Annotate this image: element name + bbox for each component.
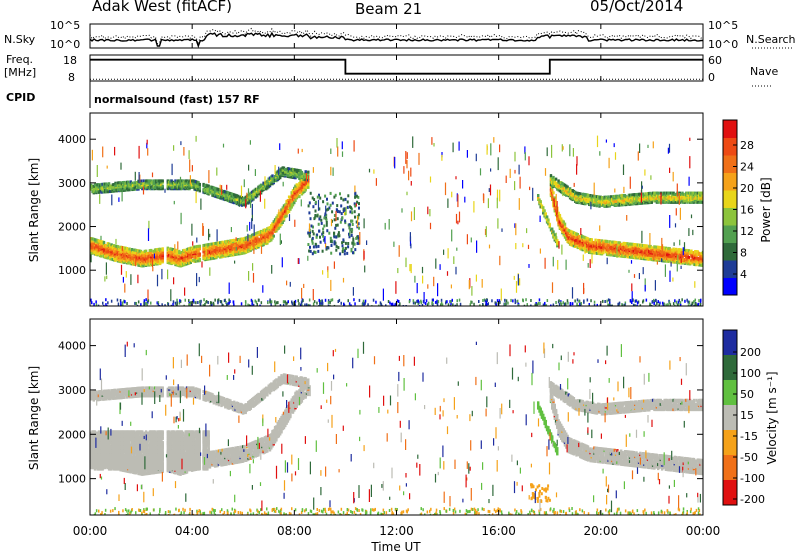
power-colorbar-swatch xyxy=(723,172,737,191)
velocity-ylabel: Slant Range [km] xyxy=(27,366,41,470)
ytick-label: 4000 xyxy=(58,340,86,353)
freq-unit-label: [MHz] xyxy=(4,66,37,79)
cpid-label: CPID xyxy=(6,91,36,104)
freq-tick-bottom: 8 xyxy=(68,71,75,84)
velocity-colorbar-swatch xyxy=(723,480,737,506)
velocity-colorbar-swatch xyxy=(723,430,737,456)
power-colorbar-swatch xyxy=(723,207,737,226)
power-colorbar-tick: 12 xyxy=(740,225,754,238)
velocity-colorbar-tick: 50 xyxy=(740,388,754,401)
power-colorbar-swatch xyxy=(723,260,737,278)
xaxis-label: Time UT xyxy=(370,540,421,554)
velocity-panel-frame xyxy=(89,318,704,516)
noise-left-tick-top: 10^5 xyxy=(50,19,81,32)
nave-label: Nave xyxy=(750,65,779,78)
xtick-label: 12:00 xyxy=(379,524,414,538)
power-colorbar-swatch xyxy=(723,137,737,156)
power-colorbar-label: Power [dB] xyxy=(759,177,773,242)
power-panel-frame xyxy=(89,112,704,307)
power-colorbar-tick: 28 xyxy=(740,139,754,152)
ytick-label: 3000 xyxy=(58,177,86,190)
station-title: Adak West (fitACF) xyxy=(92,0,232,15)
noise-left-tick-bottom: 10^0 xyxy=(50,38,81,51)
xtick-label: 04:00 xyxy=(175,524,210,538)
velocity-colorbar-label: Velocity [m s⁻¹] xyxy=(765,371,779,464)
velocity-colorbar-swatch xyxy=(723,405,737,431)
xtick-label: 16:00 xyxy=(481,524,516,538)
xtick-label: 00:00 xyxy=(73,524,108,538)
velocity-colorbar-tick: -100 xyxy=(740,472,765,485)
xtick-label: 00:00 xyxy=(686,524,721,538)
ytick-label: 1000 xyxy=(58,264,86,277)
power-colorbar: 28 24 20 16 12 8 4 xyxy=(722,119,754,296)
noise-sky-label: N.Sky xyxy=(4,33,36,46)
power-speckle xyxy=(90,135,703,304)
power-colorbar-swatch xyxy=(723,155,737,173)
beam-title: Beam 21 xyxy=(355,0,423,18)
date-title: 05/Oct/2014 xyxy=(590,0,684,15)
velocity-colorbar-tick: 100 xyxy=(740,367,761,380)
velocity-colorbar-tick: -50 xyxy=(740,451,758,464)
freq-label: Freq. xyxy=(6,53,34,66)
ytick-label: 2000 xyxy=(58,221,86,234)
power-ylabel: Slant Range [km] xyxy=(27,158,41,262)
velocity-colorbar-swatch xyxy=(723,380,737,406)
power-colorbar-tick: 24 xyxy=(740,161,754,174)
nave-tick-top: 60 xyxy=(708,54,722,67)
velocity-colorbar-tick: -200 xyxy=(740,493,765,506)
xtick-label: 20:00 xyxy=(584,524,619,538)
ytick-label: 2000 xyxy=(58,428,86,441)
cpid-text: normalsound (fast) 157 RF xyxy=(94,93,260,106)
power-colorbar-tick: 8 xyxy=(740,247,747,260)
ytick-label: 3000 xyxy=(58,384,86,397)
power-colorbar-tick: 20 xyxy=(740,182,754,195)
velocity-colorbar-tick: -15 xyxy=(740,430,758,443)
nave-tick-bottom: 0 xyxy=(708,71,715,84)
power-colorbar-swatch xyxy=(723,120,737,138)
noise-right-tick-bottom: 10^0 xyxy=(708,38,739,51)
ytick-label: 4000 xyxy=(58,133,86,146)
ytick-label: 1000 xyxy=(58,473,86,486)
power-colorbar-swatch xyxy=(723,225,737,243)
noise-search-label: N.Search xyxy=(746,33,796,46)
velocity-colorbar: 200 100 50 15 -15 -50 -100 -200 xyxy=(722,329,765,506)
frequency-trace xyxy=(90,58,703,75)
velocity-speckle xyxy=(95,341,701,513)
freq-tick-top: 18 xyxy=(63,54,77,67)
velocity-colorbar-tick: 15 xyxy=(740,409,754,422)
velocity-colorbar-tick: 200 xyxy=(740,346,761,359)
velocity-colorbar-swatch xyxy=(723,455,737,481)
axes-ticks: 4000 3000 2000 1000 4000 3000 2000 1000 00:00 04:… xyxy=(58,24,720,538)
velocity-colorbar-swatch xyxy=(723,355,737,381)
velocity-colorbar-swatch xyxy=(723,330,737,356)
xtick-label: 08:00 xyxy=(277,524,312,538)
noise-right-tick-top: 10^5 xyxy=(708,19,739,32)
power-colorbar-swatch xyxy=(723,277,737,296)
power-colorbar-tick: 4 xyxy=(740,268,747,281)
power-colorbar-swatch xyxy=(723,190,737,208)
noise-sky-trace xyxy=(89,31,703,49)
power-heatmap xyxy=(90,166,703,306)
velocity-heatmap xyxy=(90,373,703,515)
noise-search-trace xyxy=(89,27,704,46)
power-colorbar-tick: 16 xyxy=(740,204,754,217)
power-colorbar-swatch xyxy=(723,242,737,261)
